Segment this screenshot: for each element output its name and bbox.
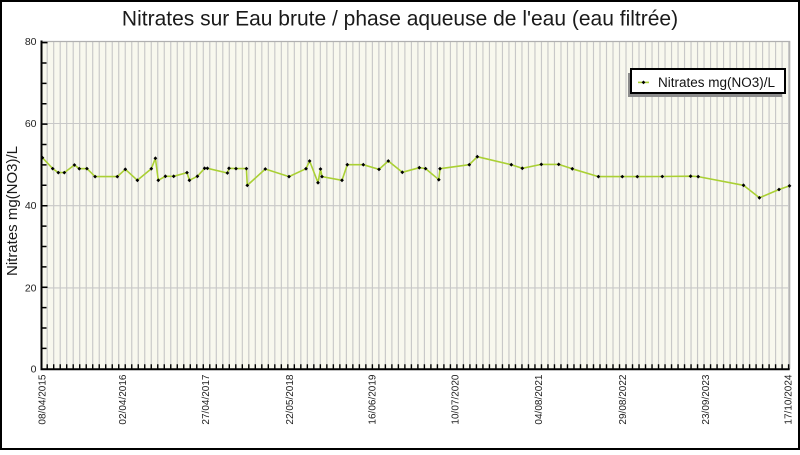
- svg-text:0: 0: [31, 363, 37, 375]
- svg-text:10/07/2020: 10/07/2020: [451, 374, 462, 424]
- svg-text:08/04/2015: 08/04/2015: [38, 374, 49, 424]
- svg-text:16/06/2019: 16/06/2019: [368, 374, 379, 424]
- svg-text:17/10/2024: 17/10/2024: [783, 374, 794, 424]
- svg-text:Nitrates mg(NO3)/L: Nitrates mg(NO3)/L: [4, 146, 21, 276]
- svg-text:22/05/2018: 22/05/2018: [285, 374, 296, 424]
- svg-text:29/08/2022: 29/08/2022: [618, 374, 629, 424]
- svg-text:23/09/2023: 23/09/2023: [701, 374, 712, 424]
- svg-text:Nitrates sur Eau brute / phase: Nitrates sur Eau brute / phase aqueuse d…: [122, 8, 678, 31]
- svg-text:40: 40: [25, 200, 37, 212]
- svg-text:20: 20: [25, 282, 37, 294]
- svg-text:60: 60: [25, 118, 37, 130]
- svg-text:80: 80: [25, 36, 37, 48]
- svg-text:Nitrates mg(NO3)/L: Nitrates mg(NO3)/L: [658, 75, 776, 90]
- svg-text:04/08/2021: 04/08/2021: [534, 374, 545, 424]
- svg-text:02/04/2016: 02/04/2016: [118, 374, 129, 424]
- svg-text:27/04/2017: 27/04/2017: [201, 374, 212, 424]
